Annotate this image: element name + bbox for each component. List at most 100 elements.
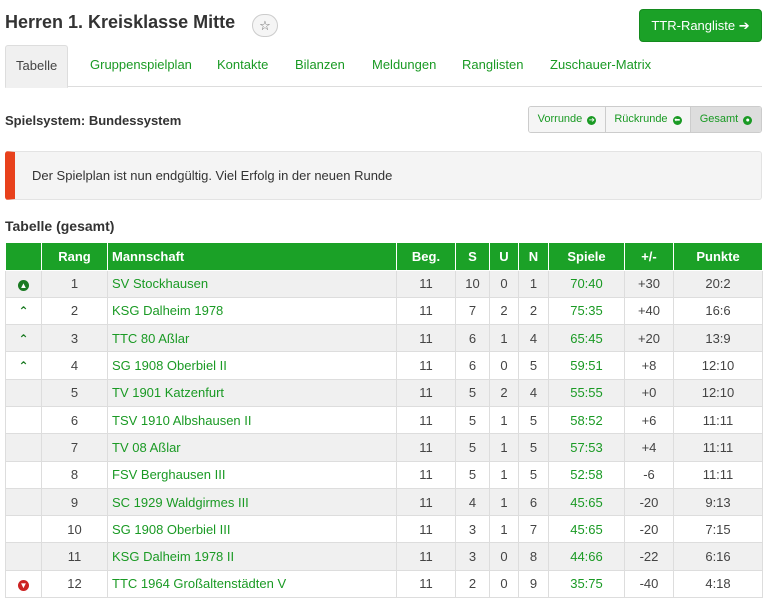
u-cell: 2 [489,296,519,326]
spiele-link[interactable]: 35:75 [548,569,625,599]
spiele-link[interactable]: 52:58 [548,460,625,489]
punkte-cell: 12:10 [673,378,763,407]
u-cell: 1 [489,515,519,544]
u-cell: 1 [489,460,519,489]
u-cell: 0 [489,269,519,298]
u-cell: 0 [489,542,519,571]
team-link[interactable]: SV Stockhausen [107,269,397,298]
spiele-link[interactable]: 45:65 [548,515,625,544]
alert-text: Der Spielplan ist nun endgültig. Viel Er… [32,168,393,183]
team-link[interactable]: TSV 1910 Albshausen II [107,405,397,435]
n-cell: 8 [518,542,549,571]
diff-cell: -20 [624,515,674,544]
diff-cell: +30 [624,269,674,298]
spiele-link[interactable]: 55:55 [548,378,625,407]
spiele-link[interactable]: 65:45 [548,324,625,353]
rang-cell: 11 [41,542,108,571]
table-row: 6 TSV 1910 Albshausen II 11 5 1 5 58:52 +6 11:11 [5,405,763,435]
spiele-link[interactable]: 58:52 [548,405,625,435]
punkte-cell: 13:9 [673,324,763,353]
diff-cell: -20 [624,487,674,517]
s-cell: 6 [455,351,490,380]
punkte-cell: 11:11 [673,460,763,489]
star-icon: ☆ [259,18,271,33]
rang-cell: 9 [41,487,108,517]
trend-cell [5,460,42,489]
info-alert: Der Spielplan ist nun endgültig. Viel Er… [5,151,762,200]
spiele-link[interactable]: 59:51 [548,351,625,380]
diff-cell: -40 [624,569,674,599]
tab-ranglisten[interactable]: Ranglisten [462,57,524,72]
team-link[interactable]: TTC 1964 Großaltenstädten V [107,569,397,599]
beg-cell: 11 [396,460,456,489]
tab-zuschauer-matrix[interactable]: Zuschauer-Matrix [550,57,652,72]
table-header-row: Rang Mannschaft Beg. S U N Spiele +/- Pu… [5,243,763,271]
rueckrunde-button[interactable]: Rückrunde ⬅ [606,107,691,132]
team-link[interactable]: SG 1908 Oberbiel III [107,515,397,544]
tab-gruppenspielplan[interactable]: Gruppenspielplan [90,57,192,72]
team-link[interactable]: TV 1901 Katzenfurt [107,378,397,407]
gesamt-button[interactable]: Gesamt ● [691,107,761,132]
arrow-right-circle-icon: ➔ [587,116,597,125]
trend-cell [5,515,42,544]
u-cell: 2 [489,378,519,407]
beg-cell: 11 [396,324,456,353]
beg-cell: 11 [396,296,456,326]
s-cell: 2 [455,569,490,599]
team-link[interactable]: KSG Dalheim 1978 II [107,542,397,571]
standings-table: Rang Mannschaft Beg. S U N Spiele +/- Pu… [5,243,763,599]
s-cell: 5 [455,405,490,435]
rang-cell: 6 [41,405,108,435]
table-row: 5 TV 1901 Katzenfurt 11 5 2 4 55:55 +0 12:10 [5,378,763,407]
team-link[interactable]: SC 1929 Waldgirmes III [107,487,397,517]
n-cell: 6 [518,487,549,517]
arrow-left-circle-icon: ⬅ [672,116,682,125]
vorrunde-button[interactable]: Vorrunde ➔ [529,107,606,132]
s-cell: 7 [455,296,490,326]
tab-kontakte[interactable]: Kontakte [217,57,269,72]
punkte-cell: 6:16 [673,542,763,571]
tab-bilanzen[interactable]: Bilanzen [295,57,345,72]
rang-cell: 7 [41,433,108,462]
spiele-link[interactable]: 57:53 [548,433,625,462]
team-link[interactable]: KSG Dalheim 1978 [107,296,397,326]
beg-cell: 11 [396,351,456,380]
n-cell: 5 [518,433,549,462]
diff-cell: +6 [624,405,674,435]
spiele-link[interactable]: 75:35 [548,296,625,326]
beg-cell: 11 [396,433,456,462]
u-cell: 1 [489,405,519,435]
n-cell: 5 [518,351,549,380]
diff-cell: +40 [624,296,674,326]
punkte-cell: 16:6 [673,296,763,326]
u-cell: 1 [489,487,519,517]
team-link[interactable]: TV 08 Aßlar [107,433,397,462]
spiele-link[interactable]: 70:40 [548,269,625,298]
spiele-link[interactable]: 44:66 [548,542,625,571]
team-link[interactable]: TTC 80 Aßlar [107,324,397,353]
beg-cell: 11 [396,515,456,544]
s-cell: 4 [455,487,490,517]
spiele-link[interactable]: 45:65 [548,487,625,517]
team-link[interactable]: FSV Berghausen III [107,460,397,489]
favorite-star-button[interactable]: ☆ [252,14,278,37]
trend-cell [5,487,42,517]
diff-cell: +8 [624,351,674,380]
diff-cell: +20 [624,324,674,353]
s-cell: 3 [455,515,490,544]
trend-cell [5,433,42,462]
col-mannschaft: Mannschaft [107,243,397,271]
relegation-circle-icon: ▼ [18,580,29,592]
tab-tabelle[interactable]: Tabelle [5,45,69,88]
table-row: 7 TV 08 Aßlar 11 5 1 5 57:53 +4 11:11 [5,433,763,462]
s-cell: 5 [455,460,490,489]
ttr-rangliste-button[interactable]: TTR-Rangliste ➔ [639,9,762,42]
tab-meldungen[interactable]: Meldungen [372,57,437,72]
trend-cell: ▲ [5,269,42,298]
section-title: Tabelle (gesamt) [5,218,115,234]
col-s: S [455,243,490,271]
col-diff: +/- [624,243,674,271]
team-link[interactable]: SG 1908 Oberbiel II [107,351,397,380]
punkte-cell: 7:15 [673,515,763,544]
table-row: ▲ 1 SV Stockhausen 11 10 0 1 70:40 +30 20:2 [5,269,763,298]
